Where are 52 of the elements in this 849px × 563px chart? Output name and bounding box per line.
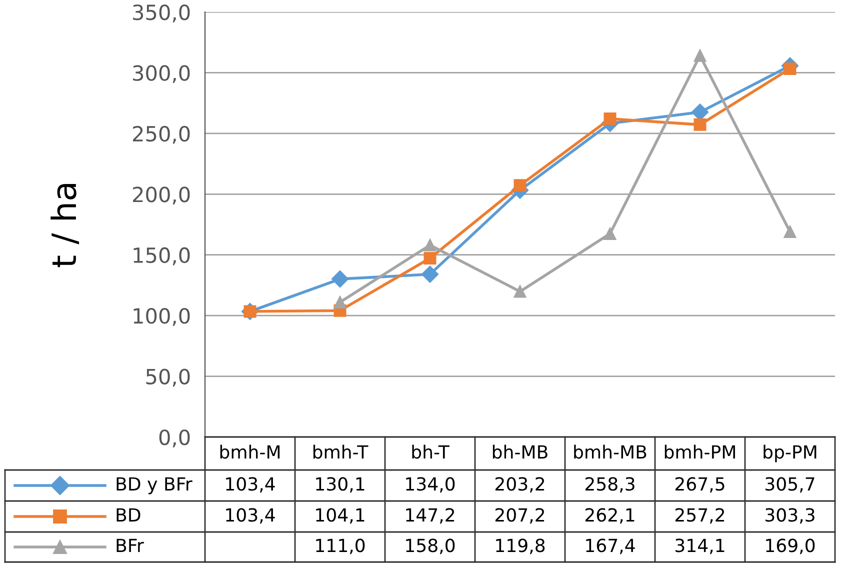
x-tick-label: bh-MB (492, 444, 548, 459)
point (604, 112, 616, 125)
data-label: 130,1 (316, 477, 364, 493)
data-label: 207,2 (495, 508, 544, 524)
point (604, 227, 616, 240)
point (694, 118, 706, 131)
data-label: 267,5 (675, 477, 724, 493)
data-label: 314,1 (676, 538, 724, 554)
y-tick-label: 150,0 (134, 247, 190, 266)
x-tick-label: bmh-MB (574, 444, 646, 459)
data-label: 305,7 (766, 477, 814, 493)
point (694, 49, 706, 62)
data-label: 262,1 (585, 508, 634, 524)
point (424, 252, 436, 265)
y-tick-label: 300,0 (133, 65, 190, 84)
y-tick-label: 50,0 (146, 368, 190, 387)
x-tick-label: bmh-M (220, 444, 280, 459)
y-tick-label: 200,0 (132, 186, 190, 204)
data-label: 257,2 (675, 508, 724, 524)
data-label: 103,4 (226, 477, 275, 493)
data-label: 203,2 (495, 477, 544, 493)
data-label: 158,0 (406, 538, 455, 554)
point (514, 285, 526, 298)
point (331, 270, 349, 288)
legend-label: BD y BFr (116, 477, 192, 494)
data-label: 258,3 (585, 477, 634, 493)
y-axis-title: t / ha (50, 184, 80, 268)
point (784, 226, 796, 238)
point (334, 296, 346, 308)
data-label: 303,3 (766, 508, 814, 524)
y-tick-label: 0,0 (159, 429, 190, 448)
data-label: 147,2 (406, 508, 454, 524)
point (424, 238, 436, 252)
y-tick-label: 250,0 (132, 126, 190, 144)
x-tick-label: bmh-T (313, 444, 368, 459)
data-label: 167,4 (586, 538, 635, 554)
x-tick-label: bp-PM (764, 444, 816, 462)
data-label: 103,4 (226, 508, 275, 524)
x-tick-label: bmh-PM (664, 444, 735, 459)
data-label: 169,0 (766, 538, 815, 554)
point (421, 266, 439, 283)
legend-label: BD (116, 508, 140, 522)
point (784, 62, 796, 75)
legend-label: BFr (116, 538, 144, 552)
data-label: 111,0 (316, 538, 365, 554)
y-tick-label: 100,0 (134, 308, 190, 326)
data-label: 119,8 (496, 538, 545, 554)
data-label: 104,1 (316, 508, 364, 524)
y-tick-label: 350,0 (133, 4, 190, 22)
data-label: 134,0 (406, 477, 455, 493)
x-tick-label: bh-T (412, 444, 450, 459)
point (514, 179, 526, 192)
